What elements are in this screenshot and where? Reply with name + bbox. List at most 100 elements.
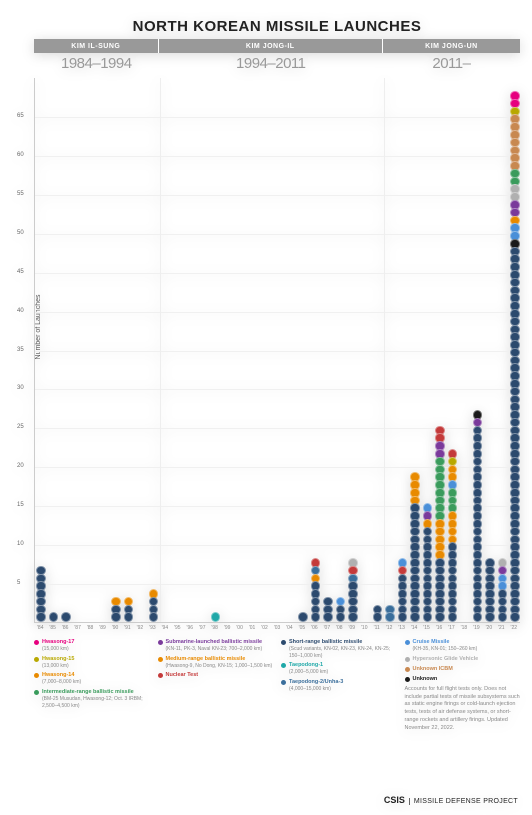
year-column — [323, 599, 333, 622]
year-column — [398, 560, 408, 622]
legend: Hwasong-17(15,000 km) Hwasong-15(13,000 k… — [34, 639, 520, 732]
y-tick: 45 — [17, 269, 24, 275]
legend-item: Medium-range ballistic missile(Hwasong-9… — [158, 656, 274, 670]
legend-swatch — [158, 657, 163, 662]
legend-text: Hwasong-15(13,000 km) — [42, 656, 74, 670]
legend-text: Taepodong-2/Unha-3(4,000–15,000 km) — [289, 679, 343, 693]
credit-org: CSIS — [384, 795, 405, 805]
credit-project: MISSILE DEFENSE PROJECT — [409, 798, 518, 805]
legend-column: Cruise Missile(KH-35, KN-01; 150–260 km)… — [405, 639, 521, 732]
chart-wrap: Number of Launches 510152025303540455055… — [34, 78, 520, 633]
x-tick: '96 — [187, 625, 194, 631]
legend-swatch — [34, 673, 39, 678]
y-tick: 30 — [17, 385, 24, 391]
launch-dot — [211, 612, 221, 622]
launch-dot — [298, 612, 308, 622]
year-column — [423, 505, 433, 622]
legend-text: Submarine-launched ballistic missile(KN-… — [166, 639, 263, 653]
legend-item: Cruise Missile(KH-35, KN-01; 150–260 km) — [405, 639, 521, 653]
legend-item: Hwasong-17(15,000 km) — [34, 639, 150, 653]
chart-container: NORTH KOREAN MISSILE LAUNCHES KIM IL-SUN… — [0, 0, 532, 815]
legend-swatch — [405, 640, 410, 645]
x-tick: '88 — [87, 625, 94, 631]
legend-swatch — [405, 677, 410, 682]
x-tick: '97 — [199, 625, 206, 631]
x-tick: '20 — [486, 625, 493, 631]
legend-text: Intermediate-range ballistic missile(BM-… — [42, 689, 150, 709]
legend-item: Hwasong-15(13,000 km) — [34, 656, 150, 670]
x-tick: '01 — [249, 625, 256, 631]
x-tick: '19 — [473, 625, 480, 631]
launch-dot — [435, 612, 445, 622]
x-tick: '05 — [299, 625, 306, 631]
year-column — [435, 427, 445, 622]
x-axis-labels: '84'85'86'87'88'89'90'91'92'93'94'95'96'… — [34, 623, 520, 633]
era-range: 1994–2011 — [159, 55, 383, 72]
launch-dot — [373, 612, 383, 622]
y-tick: 35 — [17, 347, 24, 353]
legend-item: Hypersonic Glide Vehicle — [405, 656, 521, 663]
launch-dot — [473, 612, 483, 622]
x-tick: '09 — [349, 625, 356, 631]
legend-item: Unknown ICBM — [405, 666, 521, 673]
x-tick: '22 — [511, 625, 518, 631]
era-leader: KIM JONG-UN — [383, 39, 520, 53]
x-tick: '21 — [498, 625, 505, 631]
legend-swatch — [405, 657, 410, 662]
era-leader: KIM JONG-IL — [159, 39, 383, 53]
x-tick: '98 — [211, 625, 218, 631]
year-column — [410, 474, 420, 622]
year-column — [510, 93, 520, 622]
x-tick: '10 — [361, 625, 368, 631]
x-tick: '84 — [37, 625, 44, 631]
year-column — [311, 560, 321, 622]
x-tick: '08 — [336, 625, 343, 631]
x-tick: '92 — [137, 625, 144, 631]
launch-dot — [124, 612, 134, 622]
launch-dot — [385, 612, 395, 622]
launch-dot — [348, 612, 358, 622]
launch-dot — [410, 612, 420, 622]
year-column — [298, 614, 308, 622]
legend-swatch — [281, 663, 286, 668]
year-column — [336, 599, 346, 622]
y-tick: 5 — [17, 580, 20, 586]
x-tick: '07 — [324, 625, 331, 631]
x-tick: '89 — [99, 625, 106, 631]
launch-dot — [323, 612, 333, 622]
year-column — [348, 560, 358, 622]
chart-area: 5101520253035404550556065 — [34, 78, 520, 623]
launch-dot — [423, 612, 433, 622]
legend-swatch — [158, 640, 163, 645]
legend-swatch — [281, 680, 286, 685]
x-tick: '91 — [124, 625, 131, 631]
legend-text: Cruise Missile(KH-35, KN-01; 150–260 km) — [413, 639, 478, 653]
x-tick: '02 — [261, 625, 268, 631]
legend-item: Submarine-launched ballistic missile(KN-… — [158, 639, 274, 653]
legend-item: Taepodong-2/Unha-3(4,000–15,000 km) — [281, 679, 397, 693]
legend-item: Nuclear Test — [158, 672, 274, 679]
year-column — [485, 560, 495, 622]
y-tick: 55 — [17, 191, 24, 197]
x-tick: '17 — [448, 625, 455, 631]
launch-dot — [336, 612, 346, 622]
legend-text: Hwasong-14(7,000–8,000 km) — [42, 672, 81, 686]
legend-swatch — [34, 657, 39, 662]
legend-text: Medium-range ballistic missile(Hwasong-9… — [166, 656, 273, 670]
y-tick: 50 — [17, 230, 24, 236]
x-tick: '12 — [386, 625, 393, 631]
y-tick: 40 — [17, 308, 24, 314]
legend-text: Nuclear Test — [166, 672, 199, 679]
launch-dot — [149, 612, 159, 622]
year-column — [385, 606, 395, 622]
legend-item: Unknown — [405, 676, 521, 683]
year-column — [36, 568, 46, 622]
year-column — [49, 614, 59, 622]
legend-column: Short-range ballistic missile(Scud varia… — [281, 639, 397, 732]
legend-text: Unknown ICBM — [413, 666, 453, 673]
x-tick: '03 — [274, 625, 281, 631]
era-leader: KIM IL-SUNG — [34, 39, 159, 53]
year-column — [448, 451, 458, 622]
credit: CSIS MISSILE DEFENSE PROJECT — [384, 795, 518, 805]
era-range: 1984–1994 — [34, 55, 159, 72]
